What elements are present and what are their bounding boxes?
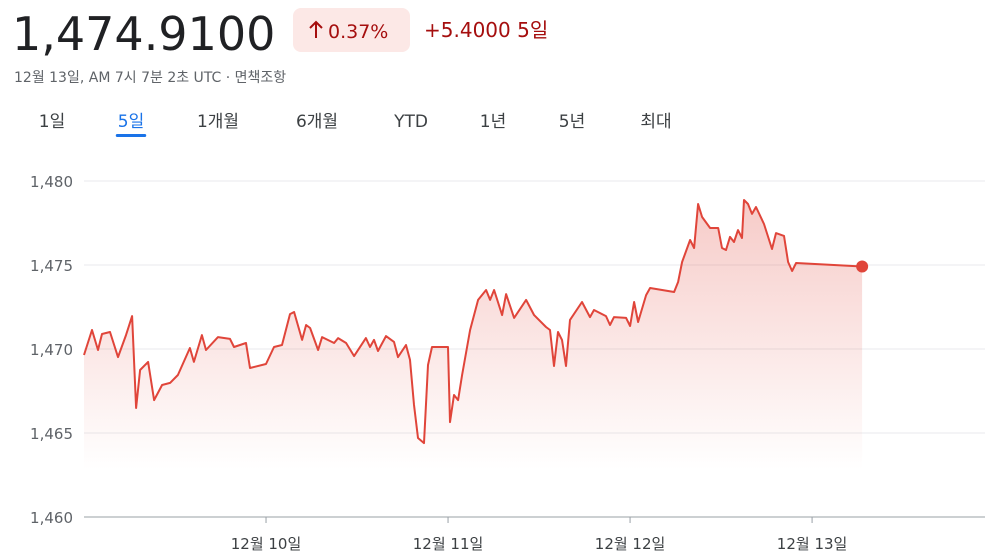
change-value: +5.4000 5일 [424, 18, 548, 42]
range-tab[interactable]: 5년 [559, 112, 585, 132]
area-fill [84, 200, 863, 470]
x-tick-label: 12월 12일 [595, 535, 666, 553]
change-period: 5일 [517, 18, 548, 42]
change-badge [293, 8, 410, 52]
y-tick-label: 1,470 [30, 341, 73, 359]
timestamp: 12월 13일, AM 7시 7분 2초 UTC [14, 70, 222, 86]
last-point [856, 260, 869, 273]
y-tick-label: 1,465 [30, 425, 73, 443]
change-percent: 0.37% [328, 21, 388, 43]
range-tab[interactable]: 6개월 [296, 112, 338, 132]
range-tab[interactable]: 1일 [39, 112, 65, 132]
x-tick-label: 12월 11일 [413, 535, 484, 553]
x-tick-label: 12월 10일 [231, 535, 302, 553]
y-tick-label: 1,460 [30, 509, 73, 527]
range-tab[interactable]: 1개월 [197, 112, 239, 132]
timestamp-line: 12월 13일, AM 7시 7분 2초 UTC · 면책조항 [14, 70, 286, 86]
separator: · [226, 70, 230, 86]
y-tick-label: 1,475 [30, 257, 73, 275]
range-tab[interactable]: YTD [393, 112, 428, 132]
price-line [83, 199, 863, 445]
change-amount: +5.4000 [424, 18, 511, 42]
range-tab[interactable]: 1년 [480, 112, 506, 132]
range-tab[interactable]: 최대 [640, 112, 671, 132]
x-tick-label: 12월 13일 [777, 535, 848, 553]
disclaimer[interactable]: 면책조항 [235, 70, 287, 86]
y-tick-label: 1,480 [30, 173, 73, 191]
chart: 1,460 1,465 1,470 1,475 1,480 12월 10일 12월 11일 1… [30, 173, 985, 553]
range-tab[interactable]: 5일 [118, 112, 144, 132]
price: 1,474.9100 [12, 7, 275, 61]
range-tabs: 1일 5일 1개월 6개월 YTD 1년 5년 최대 [39, 112, 672, 137]
selected-tab-underline [115, 134, 147, 137]
up-arrow [309, 20, 323, 38]
